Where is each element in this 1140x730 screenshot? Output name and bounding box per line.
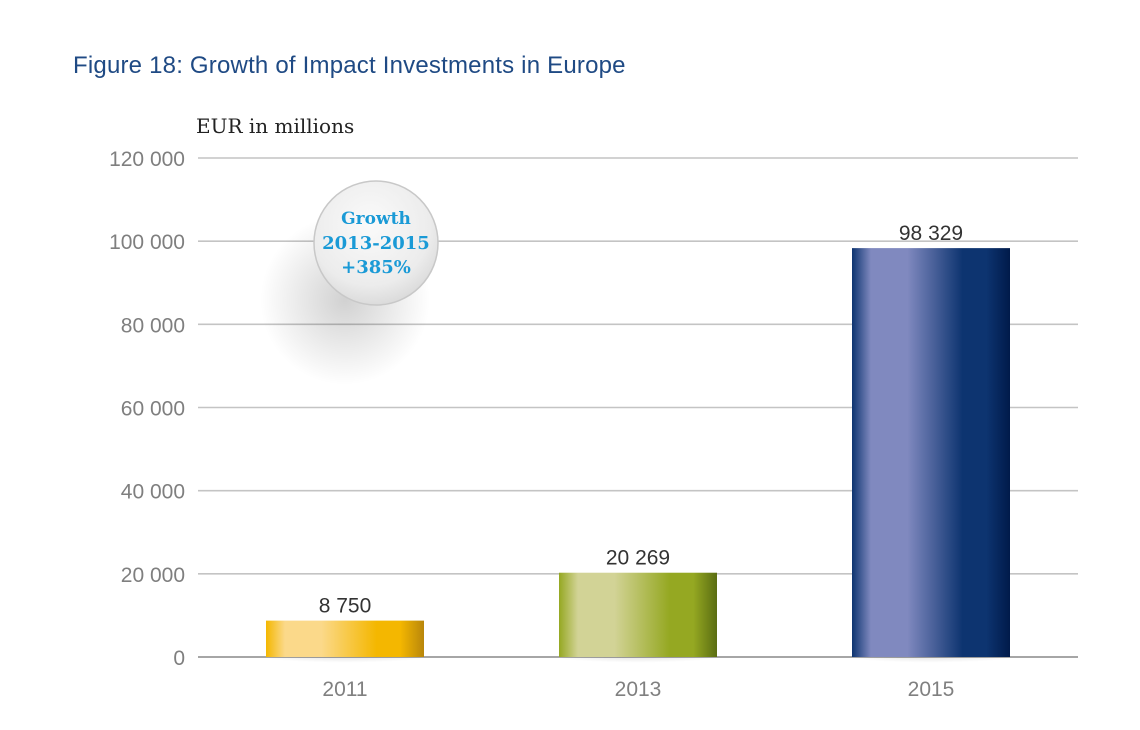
x-tick-label: 2011	[322, 678, 367, 701]
y-tick-label: 120 000	[109, 148, 185, 171]
bar-2015	[852, 248, 1010, 657]
x-tick-label: 2015	[908, 678, 955, 701]
badge-line-2: 2013-2015	[322, 233, 430, 254]
y-tick-label: 40 000	[121, 481, 185, 504]
y-tick-label: 60 000	[121, 398, 185, 421]
badge-line-3: +385%	[341, 257, 411, 278]
y-tick-label: 100 000	[109, 231, 185, 254]
badge-line-1: Growth	[341, 209, 411, 229]
growth-annotation-badge: Growth 2013-2015 +385%	[260, 180, 439, 385]
bar-2011	[266, 620, 424, 657]
chart-title: Figure 18: Growth of Impact Investments …	[73, 52, 626, 79]
bar-2013	[559, 572, 717, 657]
y-tick-label: 80 000	[121, 314, 185, 337]
y-tick-label: 20 000	[121, 564, 185, 587]
y-axis-label: EUR in millions	[196, 114, 355, 138]
badge-circle	[313, 180, 439, 306]
data-label-2011: 8 750	[319, 595, 372, 618]
y-tick-label: 0	[173, 647, 185, 670]
data-label-2015: 98 329	[899, 222, 963, 245]
data-label-2013: 20 269	[606, 547, 670, 570]
x-tick-label: 2013	[615, 678, 662, 701]
